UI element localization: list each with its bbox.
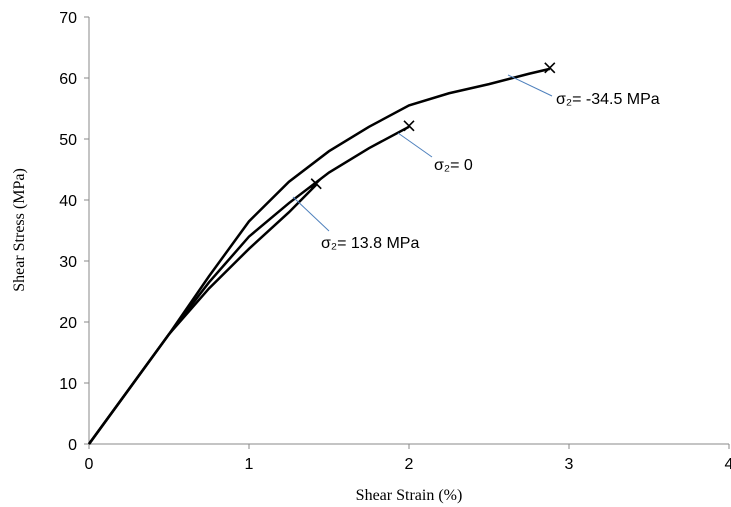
y-tick-label: 50 [59, 132, 77, 149]
end-marker [310, 178, 322, 190]
annotation-leader [397, 132, 433, 158]
series-line [87, 125, 410, 445]
y-tick-label: 0 [68, 437, 77, 454]
series-label: σ₂= 13.8 MPa [321, 235, 419, 252]
y-axis-title: Shear Stress (MPa) [11, 168, 28, 292]
series-label: σ₂= 0 [434, 157, 473, 174]
x-tick-label: 3 [565, 456, 574, 473]
end-marker [403, 120, 415, 132]
y-tick-label: 40 [59, 193, 77, 210]
series-label: σ₂= -34.5 MPa [556, 91, 660, 108]
series-line [87, 67, 551, 445]
x-axis-title: Shear Strain (%) [356, 487, 463, 504]
y-tick-label: 20 [59, 315, 77, 332]
y-tick-label: 70 [59, 10, 77, 27]
x-tick-label: 0 [85, 456, 94, 473]
x-tick-label: 4 [725, 456, 731, 473]
x-tick-label: 2 [405, 456, 414, 473]
x-tick-label: 1 [245, 456, 254, 473]
series-line [87, 183, 318, 445]
end-marker [544, 62, 556, 74]
y-tick-label: 30 [59, 254, 77, 271]
annotation-leader [507, 74, 553, 97]
y-tick-label: 60 [59, 71, 77, 88]
annotation-leader [292, 196, 330, 232]
y-tick-label: 10 [59, 376, 77, 393]
